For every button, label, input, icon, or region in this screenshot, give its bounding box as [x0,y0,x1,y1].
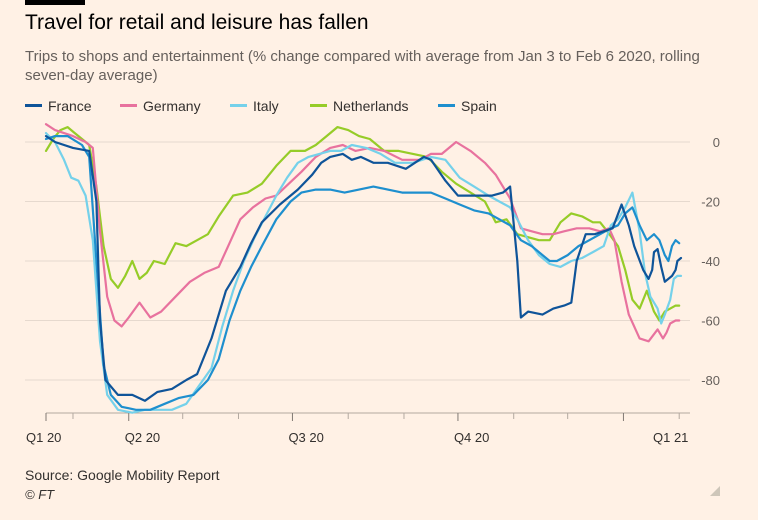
legend-item-france: France [25,98,92,116]
legend-swatch-germany [120,103,137,107]
legend-item-italy: Italy [230,98,279,116]
x-tick-label: Q2 20 [125,430,160,445]
y-tick-label: -80 [701,373,720,388]
legend-swatch-france [25,103,42,107]
axis-labels: 0 -20 -40 -60 -80 Q1 20 Q2 20 Q3 20 Q4 20 Q1 21 [26,135,720,445]
credit-note: © FT [25,487,55,502]
x-tick-label: Q4 20 [454,430,489,445]
brand-bar [25,0,85,5]
resize-corner-icon [710,486,720,496]
legend-label-netherlands: Netherlands [333,98,409,114]
legend-label-germany: Germany [143,98,201,114]
y-tick-label: 0 [713,135,720,150]
y-tick-label: -20 [701,195,720,210]
gridlines [25,141,690,381]
y-tick-label: -60 [701,314,720,329]
y-tick-label: -40 [701,254,720,269]
legend-label-italy: Italy [253,98,279,114]
chart-title: Travel for retail and leisure has fallen [25,11,369,34]
legend-item-netherlands: Netherlands [310,98,409,116]
chart-subtitle: Trips to shops and entertainment (% chan… [25,48,700,84]
series-line-netherlands [44,126,681,322]
x-tick-label: Q3 20 [288,430,323,445]
legend-item-spain: Spain [438,98,497,116]
x-tick-label: Q1 20 [26,430,61,445]
legend-swatch-spain [438,103,455,107]
legend-label-spain: Spain [461,98,497,114]
legend-label-france: France [48,98,92,114]
series-line-germany [44,123,681,343]
source-note: Source: Google Mobility Report [25,467,220,483]
legend-swatch-netherlands [310,103,327,107]
series-line-italy [44,132,683,414]
series-line-france [44,135,683,402]
x-tick-label: Q1 21 [653,430,688,445]
legend-swatch-italy [230,103,247,107]
legend-item-germany: Germany [120,98,201,116]
x-axis [45,412,690,421]
series-line-spain [44,135,681,411]
series-lines [44,123,683,414]
